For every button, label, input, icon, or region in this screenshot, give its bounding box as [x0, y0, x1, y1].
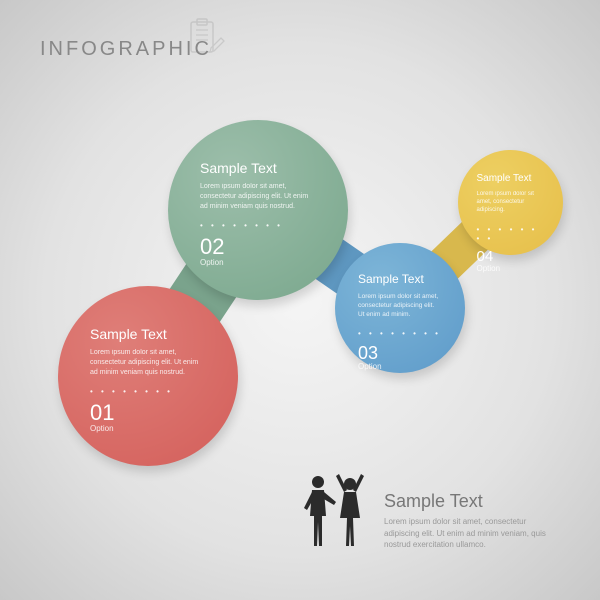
step-body: Lorem ipsum dolor sit amet, consectetur … [358, 292, 442, 319]
step-dots: • • • • • • • • [358, 329, 442, 338]
step-dots: • • • • • • • • [90, 387, 206, 396]
step-circle-02: Sample Text Lorem ipsum dolor sit amet, c… [168, 120, 348, 300]
step-number: 04 [477, 249, 544, 264]
footer-text: Sample Text Lorem ipsum dolor sit amet, … [384, 491, 560, 550]
step-body: Lorem ipsum dolor sit amet, consectetur … [200, 182, 316, 211]
step-title: Sample Text [90, 326, 206, 342]
footer-body: Lorem ipsum dolor sit amet, consectetur … [384, 516, 560, 550]
step-circle-01: Sample Text Lorem ipsum dolor sit amet, c… [58, 286, 238, 466]
business-people-icon [300, 472, 370, 550]
step-body: Lorem ipsum dolor sit amet, consectetur … [477, 190, 544, 215]
step-option-label: Option [477, 264, 544, 273]
step-circle-04: Sample Text Lorem ipsum dolor sit amet, c… [458, 150, 563, 255]
step-option-label: Option [358, 362, 442, 371]
step-number: 03 [358, 344, 442, 362]
step-number: 01 [90, 402, 206, 424]
step-title: Sample Text [358, 272, 442, 286]
step-title: Sample Text [477, 173, 544, 184]
step-title: Sample Text [200, 160, 316, 176]
step-number: 02 [200, 236, 316, 258]
step-circle-03: Sample Text Lorem ipsum dolor sit amet, c… [335, 243, 465, 373]
step-content: Sample Text Lorem ipsum dolor sit amet, c… [358, 272, 442, 371]
footer-title: Sample Text [384, 491, 560, 512]
step-content: Sample Text Lorem ipsum dolor sit amet, c… [200, 160, 316, 267]
step-content: Sample Text Lorem ipsum dolor sit amet, c… [477, 173, 544, 273]
step-body: Lorem ipsum dolor sit amet, consectetur … [90, 348, 206, 377]
step-dots: • • • • • • • • [477, 225, 544, 243]
step-content: Sample Text Lorem ipsum dolor sit amet, c… [90, 326, 206, 433]
step-option-label: Option [200, 258, 316, 267]
step-dots: • • • • • • • • [200, 221, 316, 230]
footer: Sample Text Lorem ipsum dolor sit amet, … [300, 472, 560, 550]
step-option-label: Option [90, 424, 206, 433]
